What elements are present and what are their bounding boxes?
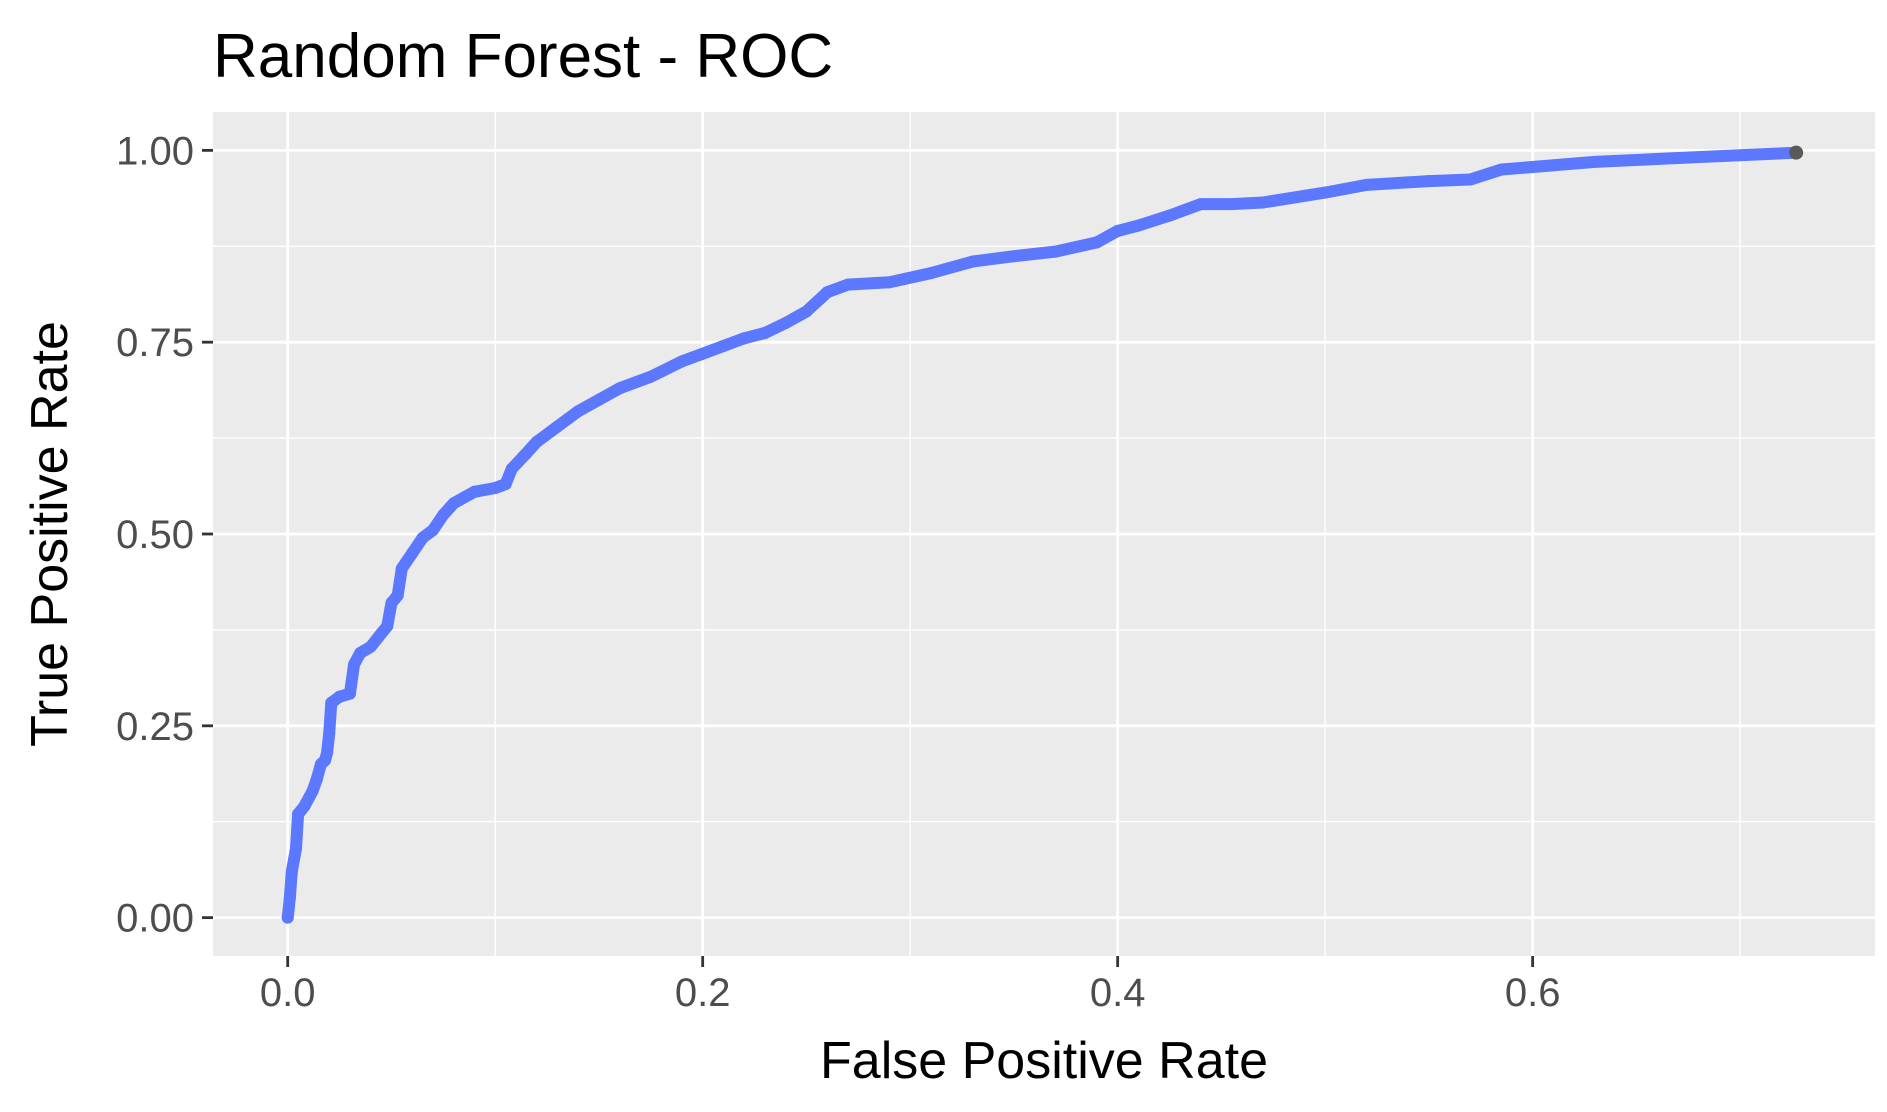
x-tick-label: 0.4 [1090,971,1146,1015]
roc-point [1132,219,1145,232]
x-tick-label: 0.0 [260,971,316,1015]
roc-point [505,462,518,475]
roc-point [800,305,813,318]
roc-point [354,646,367,659]
roc-point [1225,198,1238,211]
y-tick-label: 0.25 [116,705,194,749]
y-tick-label: 0.75 [116,321,194,365]
roc-point [343,687,356,700]
roc-point [738,332,751,345]
roc-end-point [1789,145,1804,160]
x-axis: 0.0 0.2 0.4 0.6 [260,956,1561,1015]
roc-point [281,911,294,924]
roc-point [841,278,854,291]
roc-point [289,842,302,855]
roc-point [416,531,429,544]
roc-point [310,773,323,786]
grid-minor [213,112,1875,956]
roc-point [321,746,334,759]
roc-point [1194,198,1207,211]
roc-point [437,508,450,521]
roc-point [520,447,533,460]
roc-point [613,382,626,395]
roc-point [348,658,361,671]
chart-title: Random Forest - ROC [213,22,833,91]
roc-point [644,370,657,383]
roc-point [306,785,319,798]
roc-point [395,562,408,575]
roc-point [1464,173,1477,186]
roc-point [333,690,346,703]
y-tick-label: 0.00 [116,897,194,941]
roc-point [391,589,404,602]
y-tick-label: 1.00 [116,129,194,173]
roc-point [1671,152,1684,165]
roc-point [1163,209,1176,222]
roc-point [298,800,311,813]
roc-point [572,405,585,418]
roc-point [1422,175,1435,188]
roc-point [381,620,394,633]
roc-point [1049,245,1062,258]
roc-point [561,412,574,425]
roc-point [758,326,771,339]
roc-point [325,696,338,709]
roc-point [717,340,730,353]
roc-point [1319,186,1332,199]
roc-point [468,485,481,498]
roc-point [1495,163,1508,176]
roc-point [489,481,502,494]
roc-point [1007,250,1020,263]
roc-point [1588,155,1601,168]
x-axis-title: False Positive Rate [820,1032,1268,1090]
roc-point [779,317,792,329]
grid-major [213,112,1875,956]
roc-point [1256,196,1269,209]
roc-point [499,478,512,491]
roc-point [592,393,605,406]
x-tick-label: 0.6 [1505,971,1561,1015]
roc-point [447,497,460,510]
y-tick-label: 0.50 [116,513,194,557]
roc-point [675,355,688,368]
roc-point [1090,236,1103,249]
roc-point [1360,178,1373,191]
roc-point [364,640,377,653]
roc-point [323,727,336,740]
roc-point [406,547,419,560]
y-axis-title: True Positive Rate [21,321,79,747]
x-tick-label: 0.2 [675,971,731,1015]
roc-point [966,255,979,268]
roc-point [883,276,896,289]
roc-point [530,435,543,448]
roc-point [924,267,937,280]
roc-point [283,892,296,905]
series-layer [281,145,1804,924]
roc-point [285,865,298,878]
roc-point [551,420,564,433]
roc-point [426,524,439,537]
y-axis: 0.00 0.25 0.50 0.75 1.00 [116,129,213,941]
roc-point [1111,224,1124,237]
roc-point [696,347,709,360]
roc-point [821,286,834,299]
